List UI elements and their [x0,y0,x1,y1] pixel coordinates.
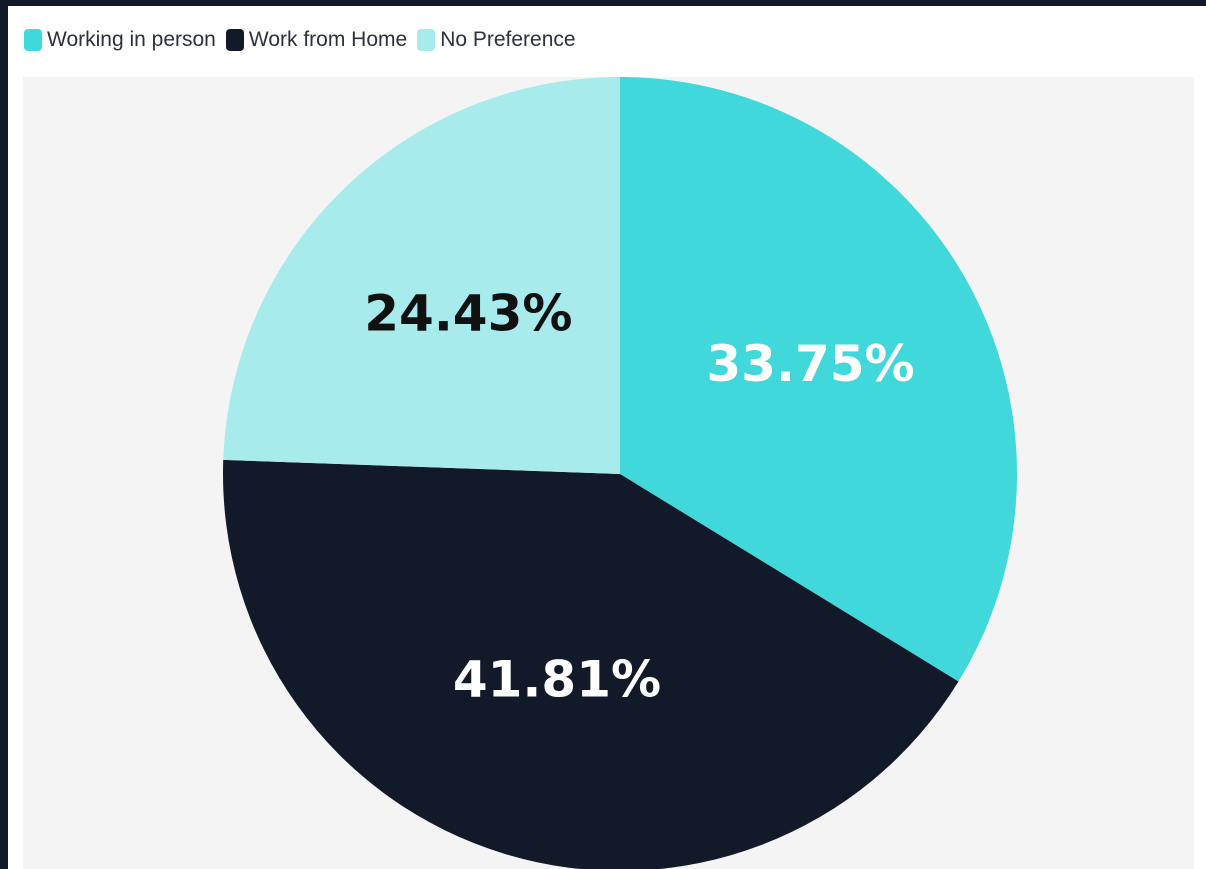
legend-label-work-from-home: Work from Home [248,28,408,51]
legend-label-no-preference: No Preference [440,28,576,51]
chart-legend: Working in person Work from Home No Pref… [24,24,576,56]
legend-item-no-preference[interactable]: No Preference [417,28,576,52]
pie-label-no-preference: 24.43% [364,284,572,342]
legend-swatch-no-preference [417,29,436,51]
pie-chart: 33.75% 41.81% 24.43% [223,77,1017,869]
pie-label-work-from-home: 41.81% [453,651,661,709]
pie-slice-working-in-person[interactable] [620,77,1017,682]
legend-item-working-in-person[interactable]: Working in person [24,28,216,52]
pie-label-working-in-person: 33.75% [706,335,914,393]
chart-panel: Working in person Work from Home No Pref… [8,6,1206,869]
legend-swatch-work-from-home [225,29,244,51]
pie-slice-no-preference[interactable] [223,77,621,474]
legend-swatch-working-in-person [24,29,42,51]
legend-item-work-from-home[interactable]: Work from Home [225,28,408,52]
plot-area: 33.75% 41.81% 24.43% [23,77,1194,869]
legend-label-working-in-person: Working in person [47,28,216,51]
pie-slice-work-from-home[interactable] [223,459,959,869]
